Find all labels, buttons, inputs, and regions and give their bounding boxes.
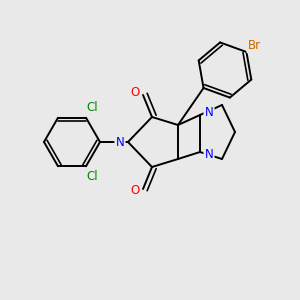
Text: Cl: Cl — [86, 101, 98, 114]
Text: N: N — [205, 148, 213, 161]
Text: O: O — [130, 184, 140, 197]
Text: O: O — [130, 86, 140, 100]
Text: Cl: Cl — [86, 170, 98, 183]
Text: N: N — [205, 106, 213, 118]
Text: Br: Br — [248, 39, 261, 52]
Text: N: N — [116, 136, 124, 148]
